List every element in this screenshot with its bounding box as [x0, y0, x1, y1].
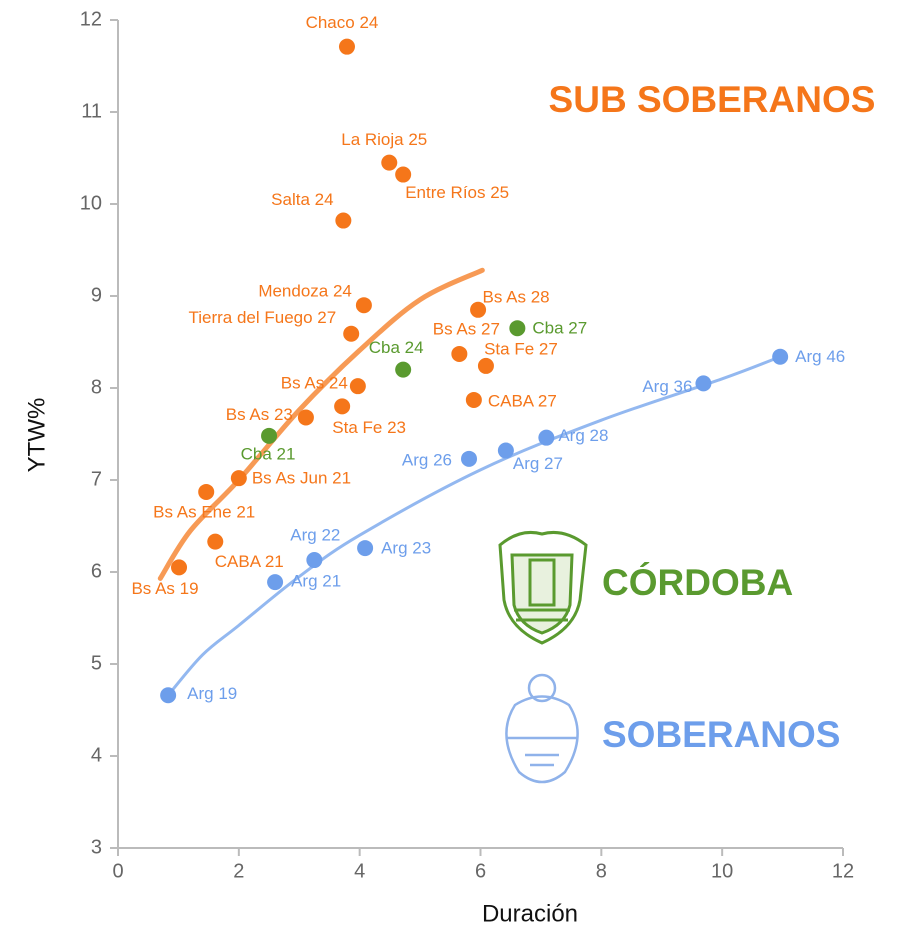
x-tick-label: 4	[354, 860, 365, 882]
point-label: CABA 21	[215, 552, 284, 571]
point-label: Arg 36	[642, 377, 692, 396]
point-label: Arg 46	[795, 347, 845, 366]
point-label: La Rioja 25	[341, 130, 427, 149]
y-tick-label: 6	[91, 560, 102, 582]
point-label: Arg 22	[290, 526, 340, 545]
point-label: Cba 27	[532, 319, 587, 338]
data-point	[230, 470, 247, 487]
y-tick-label: 4	[91, 744, 102, 766]
y-tick-label: 12	[80, 8, 102, 30]
point-label: Bs As Jun 21	[252, 469, 351, 488]
point-label: Cba 21	[241, 444, 296, 463]
point-label: Mendoza 24	[258, 282, 352, 301]
point-label: Cba 24	[369, 338, 424, 357]
data-point	[381, 154, 398, 171]
data-point	[461, 450, 478, 467]
data-point	[451, 345, 468, 362]
legend-label: SOBERANOS	[602, 714, 840, 755]
argentina-emblem	[505, 673, 579, 784]
point-label: Salta 24	[271, 190, 333, 209]
x-tick-label: 10	[711, 860, 733, 882]
data-point	[171, 559, 188, 576]
point-label: Chaco 24	[306, 13, 379, 32]
data-point	[207, 533, 224, 550]
y-tick-label: 7	[91, 468, 102, 490]
point-label: Sta Fe 23	[332, 418, 406, 437]
point-label: Entre Ríos 25	[405, 183, 509, 202]
cordoba-emblem	[498, 530, 588, 645]
data-point	[538, 429, 555, 446]
data-point	[349, 378, 366, 395]
data-point	[306, 552, 323, 569]
point-label: Arg 28	[558, 426, 608, 445]
data-point	[470, 301, 487, 318]
point-label: Sta Fe 27	[484, 339, 558, 358]
point-label: Arg 23	[381, 539, 431, 558]
y-tick-label: 8	[91, 376, 102, 398]
data-point	[355, 297, 372, 314]
data-point	[297, 409, 314, 426]
point-label: Bs As 27	[433, 319, 500, 338]
data-point	[695, 375, 712, 392]
data-point	[395, 166, 412, 183]
data-point	[334, 398, 351, 415]
point-label: CABA 27	[488, 391, 557, 410]
y-tick-label: 5	[91, 652, 102, 674]
x-tick-label: 12	[832, 860, 854, 882]
point-label: Arg 19	[187, 684, 237, 703]
x-tick-label: 2	[233, 860, 244, 882]
data-point	[198, 483, 215, 500]
data-point	[395, 361, 412, 378]
data-point	[338, 38, 355, 55]
data-point	[477, 357, 494, 374]
point-label: Arg 27	[513, 454, 563, 473]
y-axis-title: YTW%	[23, 398, 50, 473]
legend-label: SUB SOBERANOS	[549, 79, 876, 120]
y-tick-label: 10	[80, 192, 102, 214]
data-point	[465, 391, 482, 408]
point-label: Bs As 28	[483, 287, 550, 306]
point-label: Bs As Ene 21	[153, 502, 255, 521]
point-label: Arg 26	[402, 450, 452, 469]
data-point	[509, 320, 526, 337]
data-point	[357, 540, 374, 557]
data-point	[343, 325, 360, 342]
data-point	[160, 687, 177, 704]
x-tick-label: 0	[112, 860, 123, 882]
trendline	[166, 355, 782, 697]
x-tick-label: 8	[596, 860, 607, 882]
y-tick-label: 3	[91, 836, 102, 858]
legend-label: CÓRDOBA	[602, 561, 793, 603]
point-label: Arg 21	[291, 572, 341, 591]
data-point	[497, 442, 514, 459]
y-tick-label: 9	[91, 284, 102, 306]
x-tick-label: 6	[475, 860, 486, 882]
data-point	[772, 348, 789, 365]
data-point	[335, 212, 352, 229]
point-label: Tierra del Fuego 27	[188, 308, 336, 327]
y-tick-label: 11	[81, 100, 102, 122]
point-label: Bs As 19	[131, 579, 198, 598]
x-axis-title: Duración	[482, 900, 578, 927]
point-label: Bs As 23	[226, 405, 293, 424]
trendline	[157, 267, 485, 581]
data-point	[267, 574, 284, 591]
data-point	[261, 427, 278, 444]
point-label: Bs As 24	[281, 374, 348, 393]
